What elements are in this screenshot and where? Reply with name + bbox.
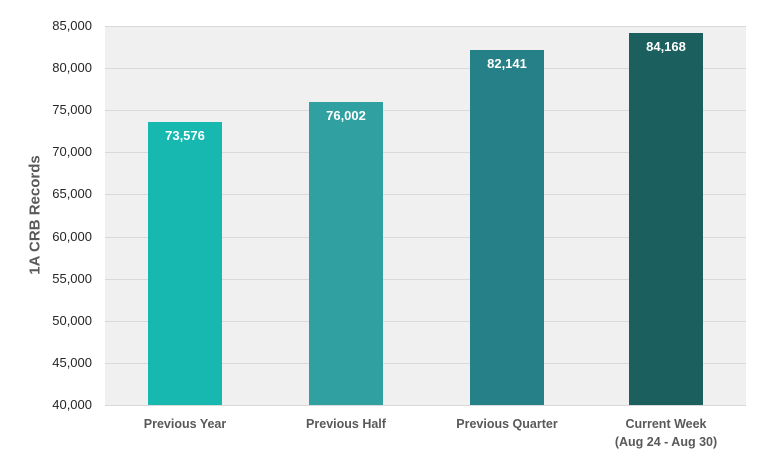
bar-value-label: 84,168 [646, 39, 686, 54]
y-tick-label: 45,000 [52, 355, 92, 370]
y-tick-label: 40,000 [52, 397, 92, 412]
y-tick-label: 70,000 [52, 144, 92, 159]
gridline [105, 26, 746, 27]
y-tick-label: 60,000 [52, 229, 92, 244]
x-tick-label: Previous Year [105, 415, 265, 433]
category-label: Previous Quarter [456, 417, 558, 431]
category-label: Current Week [625, 417, 707, 431]
gridline [105, 321, 746, 322]
category-label: Previous Half [306, 417, 386, 431]
y-tick-label: 50,000 [52, 313, 92, 328]
y-tick-label: 85,000 [52, 18, 92, 33]
category-sublabel: (Aug 24 - Aug 30) [614, 435, 718, 449]
x-tick-label: Current Week (Aug 24 - Aug 30) [586, 415, 746, 451]
gridline [105, 237, 746, 238]
y-tick-label: 80,000 [52, 60, 92, 75]
y-tick-label: 65,000 [52, 186, 92, 201]
y-axis-label: 1A CRB Records [26, 155, 44, 275]
gridline [105, 194, 746, 195]
bar[interactable]: 73,576 [148, 122, 222, 405]
gridline [105, 405, 746, 406]
gridline [105, 110, 746, 111]
bar[interactable]: 76,002 [309, 102, 383, 405]
bar[interactable]: 82,141 [470, 50, 544, 405]
gridline [105, 279, 746, 280]
bar-value-label: 82,141 [487, 56, 527, 71]
category-label: Previous Year [143, 417, 227, 431]
bar-value-label: 76,002 [326, 108, 366, 123]
y-tick-label: 55,000 [52, 271, 92, 286]
x-tick-label: Previous Half [266, 415, 426, 433]
bar[interactable]: 84,168 [629, 33, 703, 405]
bar-value-label: 73,576 [165, 128, 205, 143]
gridline [105, 152, 746, 153]
y-tick-label: 75,000 [52, 102, 92, 117]
gridline [105, 363, 746, 364]
gridline [105, 68, 746, 69]
x-tick-label: Previous Quarter [427, 415, 587, 433]
